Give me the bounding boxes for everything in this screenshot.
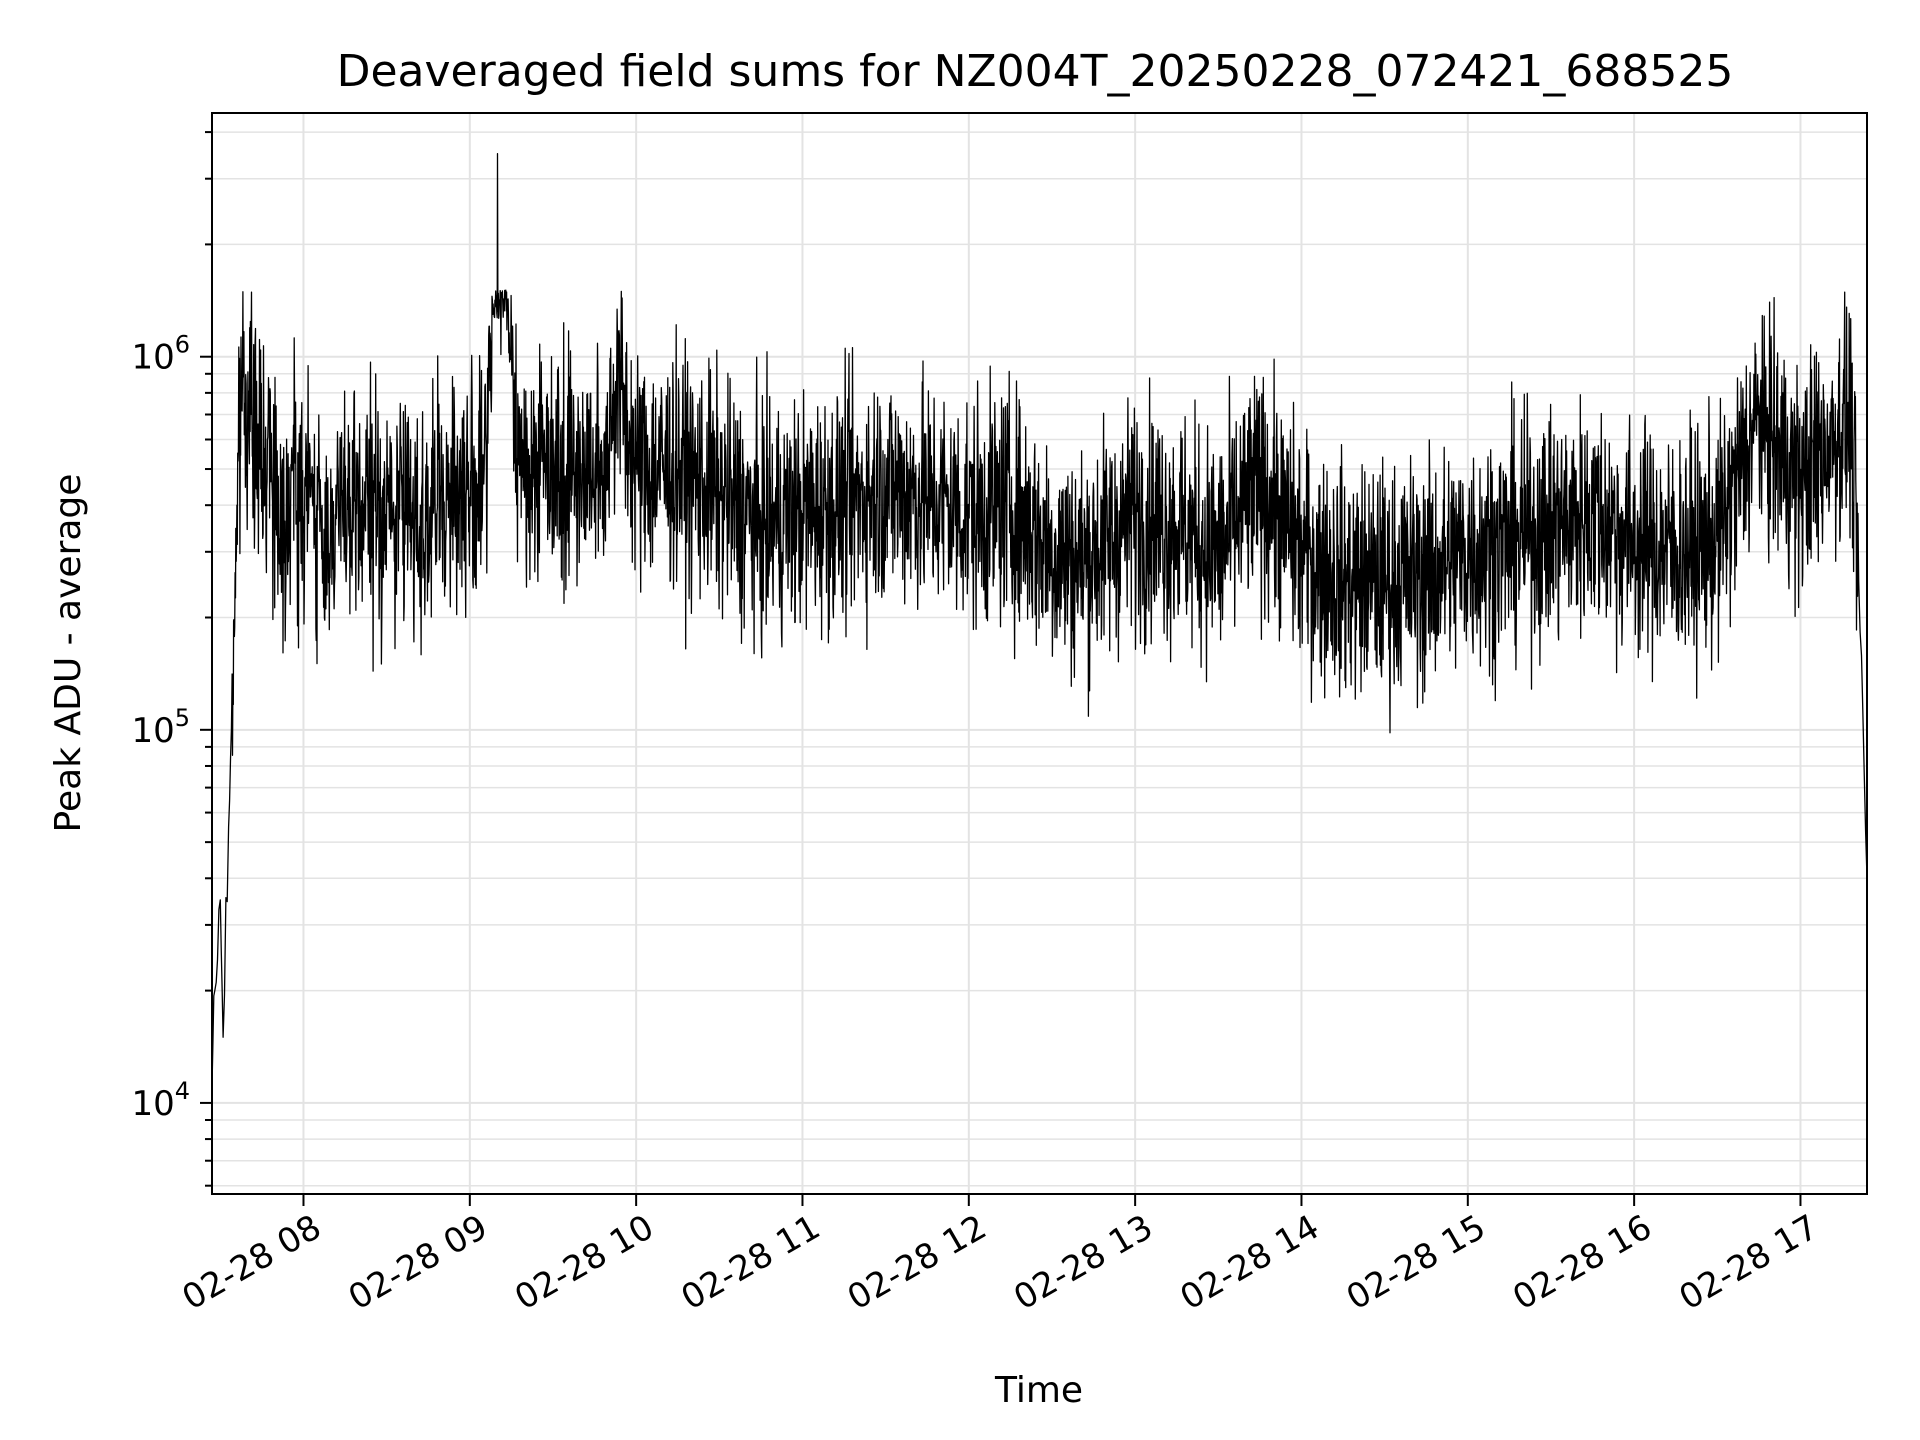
- y-axis-label: Peak ADU - average: [48, 474, 89, 833]
- y-tick-exponent: 6: [175, 331, 190, 359]
- x-tick-label: 02-28 13: [1007, 1207, 1159, 1318]
- y-tick-base: 10: [131, 1084, 174, 1124]
- y-tick-label: 104: [131, 1077, 190, 1124]
- plot-frame: [211, 112, 1868, 1195]
- y-tick-exponent: 5: [175, 704, 190, 732]
- x-axis-label: Time: [994, 1370, 1083, 1411]
- x-tick-label: 02-28 17: [1673, 1207, 1825, 1318]
- x-tick-label: 02-28 09: [342, 1207, 494, 1318]
- x-tick-label: 02-28 16: [1506, 1207, 1658, 1318]
- x-tick-label: 02-28 15: [1340, 1207, 1492, 1318]
- x-axis: 02-28 08 02-28 09 02-28 10 02-28 11 02-28 12…: [176, 1194, 1825, 1318]
- x-tick-label: 02-28 12: [841, 1207, 993, 1318]
- y-tick-label: 106: [131, 331, 190, 378]
- x-tick-label: 02-28 08: [176, 1207, 328, 1318]
- y-tick-exponent: 4: [175, 1077, 190, 1105]
- chart-title: Deaveraged field sums for NZ004T_2025022…: [337, 46, 1734, 97]
- series-line: [211, 153, 1868, 1088]
- y-tick-label: 105: [131, 704, 190, 751]
- x-tick-label: 02-28 14: [1174, 1207, 1326, 1318]
- y-tick-base: 10: [131, 338, 174, 378]
- x-tick-label: 02-28 10: [508, 1207, 660, 1318]
- grid: [212, 113, 1867, 1194]
- y-tick-base: 10: [131, 711, 174, 751]
- x-tick-label: 02-28 11: [675, 1207, 827, 1318]
